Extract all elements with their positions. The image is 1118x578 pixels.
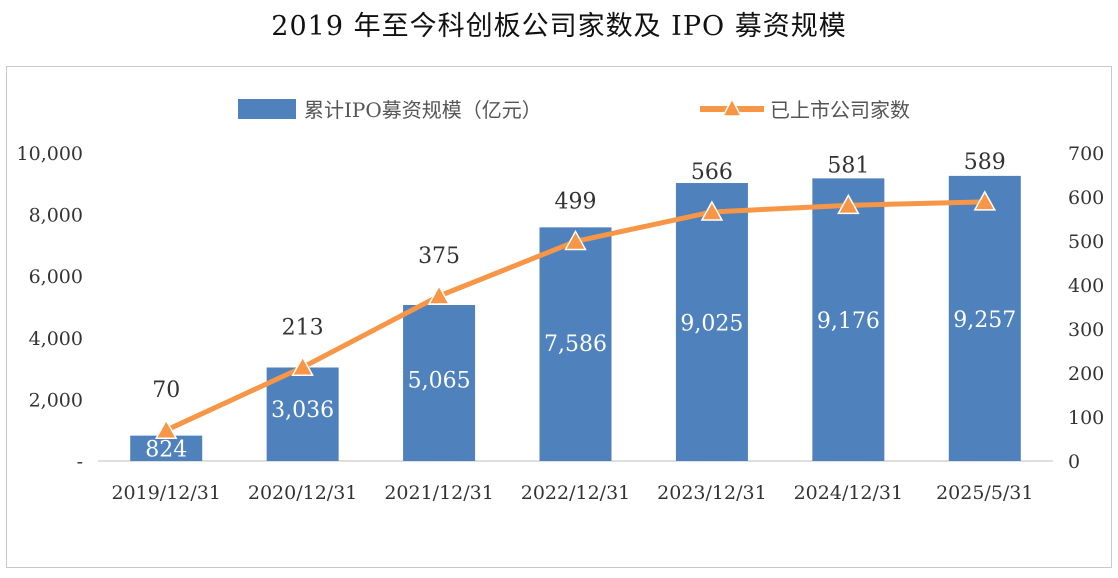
x-axis-category-label: 2020/12/31: [248, 482, 358, 504]
bar: [948, 175, 1021, 461]
line-marker: [291, 355, 314, 377]
left-axis-tick: 8,000: [29, 205, 83, 227]
line-marker: [837, 193, 860, 215]
bar: [266, 367, 339, 461]
x-axis-category-label: 2021/12/31: [384, 482, 494, 504]
right-axis-tick: 600: [1068, 187, 1104, 209]
x-axis-labels: 2019/12/31 2020/12/31 2021/12/31 2022/12/31…: [111, 482, 1033, 504]
x-axis-category-label: 2023/12/31: [657, 482, 767, 504]
line-marker: [700, 200, 724, 221]
right-axis-tick: 300: [1068, 319, 1104, 341]
line-value-label: 213: [282, 315, 324, 340]
left-axis-tick: 6,000: [29, 266, 83, 288]
x-axis-category-label: 2025/5/31: [936, 482, 1033, 504]
bar: [539, 227, 612, 461]
bar-series: 824 3,036 5,065 7,586 9,025 9,176 9,257: [130, 175, 1021, 462]
line-value-label: 375: [418, 244, 460, 269]
bar-value-label: 824: [145, 437, 187, 462]
line-value-label: 589: [964, 150, 1006, 175]
left-axis-tick: 10,000: [17, 143, 83, 165]
bar-value-label: 3,036: [271, 398, 334, 423]
right-axis-tick: 700: [1068, 143, 1104, 165]
line-value-label: 499: [555, 189, 597, 214]
legend-swatch-bar: [238, 99, 296, 119]
right-axis-tick: 0: [1068, 451, 1080, 473]
right-axis-tick: 100: [1068, 407, 1104, 429]
bar: [812, 178, 885, 461]
line-series: 70 213 375 499 566 581 589: [152, 150, 1006, 439]
left-axis-tick: 2,000: [29, 389, 83, 411]
left-axis-tick: -: [77, 451, 83, 473]
bar: [130, 435, 203, 461]
bar-value-label: 9,257: [953, 308, 1016, 333]
right-axis-tick: 500: [1068, 231, 1104, 253]
bar-value-label: 9,176: [817, 309, 880, 334]
x-axis-category-label: 2024/12/31: [794, 482, 904, 504]
x-axis-category-label: 2022/12/31: [521, 482, 631, 504]
line-value-label: 566: [691, 160, 733, 185]
line-marker: [973, 190, 997, 211]
x-axis-category-label: 2019/12/31: [111, 482, 221, 504]
right-axis-tick: 200: [1068, 363, 1104, 385]
line-marker: [154, 418, 178, 439]
bar-value-label: 7,586: [544, 332, 607, 357]
legend-label-line: 已上市公司家数: [770, 98, 910, 122]
bar: [675, 183, 748, 461]
line-value-label: 70: [152, 378, 180, 403]
right-axis: 0 100 200 300 400 500 600 700: [1068, 143, 1104, 473]
line-marker: [564, 229, 587, 251]
line-value-label: 581: [827, 153, 869, 178]
legend: 累计IPO募资规模（亿元） 已上市公司家数: [238, 97, 910, 122]
chart-title: 2019 年至今科创板公司家数及 IPO 募资规模: [271, 11, 847, 42]
left-axis-tick: 4,000: [29, 328, 83, 350]
bar-value-label: 5,065: [408, 369, 471, 394]
legend-label-bar: 累计IPO募资规模（亿元）: [304, 98, 542, 122]
right-axis-tick: 400: [1068, 275, 1104, 297]
left-axis: - 2,000 4,000 6,000 8,000 10,000: [17, 143, 83, 473]
line-marker: [427, 284, 451, 305]
bar: [403, 304, 476, 461]
bar-value-label: 9,025: [680, 311, 743, 336]
legend-marker-triangle: [721, 97, 743, 117]
